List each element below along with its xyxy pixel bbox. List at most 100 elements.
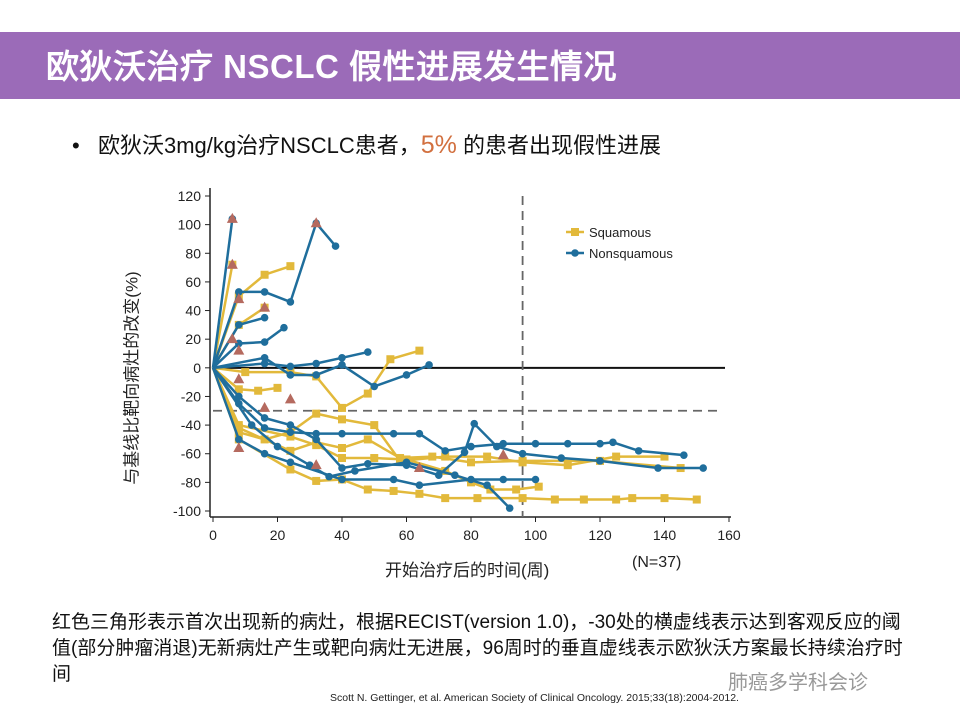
squamous-marker bbox=[312, 476, 321, 485]
y-tick-label: 60 bbox=[185, 274, 201, 290]
x-tick-label: 120 bbox=[588, 527, 612, 543]
squamous-line bbox=[212, 366, 278, 392]
y-tick-label: -40 bbox=[181, 417, 201, 433]
bullet-highlight: 5% bbox=[420, 131, 457, 159]
footnote: 红色三角形表示首次出现新的病灶，根据RECIST(version 1.0)，-3… bbox=[52, 612, 903, 685]
nonsquamous-marker bbox=[609, 438, 617, 447]
new-lesion-triangle bbox=[259, 401, 271, 412]
citation: Scott N. Gettinger, et al. American Soci… bbox=[330, 692, 739, 704]
squamous-marker bbox=[312, 409, 321, 418]
squamous-line bbox=[211, 367, 539, 491]
nonsquamous-line bbox=[212, 366, 704, 477]
new-lesion-triangle bbox=[284, 393, 296, 404]
squamous-marker bbox=[286, 465, 295, 474]
y-tick-label: 40 bbox=[185, 303, 201, 319]
y-axis-label: 与基线比靶向病灶的改变(%) bbox=[122, 271, 142, 485]
squamous-line bbox=[212, 349, 420, 410]
squamous-marker bbox=[312, 441, 321, 450]
nonsquamous-marker bbox=[370, 382, 379, 391]
nonsquamous-marker bbox=[415, 481, 424, 490]
nonsquamous-marker bbox=[312, 435, 321, 444]
squamous-marker bbox=[441, 494, 450, 503]
squamous-marker bbox=[692, 495, 701, 504]
new-lesion-triangle bbox=[226, 258, 238, 269]
nonsquamous-marker bbox=[260, 338, 269, 346]
x-tick-label: 140 bbox=[653, 527, 677, 543]
nonsquamous-marker bbox=[338, 361, 346, 369]
y-tick-label: 80 bbox=[185, 245, 201, 261]
nonsquamous-marker bbox=[247, 421, 256, 429]
nonsquamous-marker bbox=[235, 435, 243, 444]
x-axis-label: 开始治疗后的时间(周) bbox=[385, 561, 550, 580]
nonsquamous-marker bbox=[286, 298, 295, 306]
x-tick-label: 80 bbox=[463, 527, 479, 543]
nonsquamous-marker bbox=[402, 458, 411, 467]
squamous-marker bbox=[518, 494, 527, 503]
legend-circle-marker bbox=[571, 249, 579, 257]
nonsquamous-marker bbox=[338, 464, 346, 472]
squamous-marker bbox=[234, 428, 243, 437]
nonsquamous-marker bbox=[499, 439, 508, 448]
nonsquamous-marker bbox=[286, 362, 295, 371]
squamous-marker bbox=[473, 494, 482, 503]
squamous-marker bbox=[363, 485, 372, 494]
squamous-marker bbox=[370, 421, 379, 430]
watermark: 肺癌多学科会诊 bbox=[728, 672, 868, 694]
nonsquamous-marker bbox=[680, 451, 688, 459]
nonsquamous-marker bbox=[654, 464, 662, 472]
x-tick-label: 40 bbox=[334, 527, 350, 543]
nonsquamous-marker bbox=[305, 461, 314, 469]
y-tick-label: 20 bbox=[185, 331, 201, 347]
bullet-prefix: 欧狄沃3mg/kg治疗NSCLC患者， bbox=[98, 133, 421, 158]
nonsquamous-marker bbox=[286, 458, 295, 467]
nonsquamous-marker bbox=[389, 475, 398, 484]
y-tick-label: -100 bbox=[173, 503, 201, 519]
nonsquamous-marker bbox=[260, 449, 269, 458]
nonsquamous-marker bbox=[493, 442, 501, 451]
nonsquamous-marker bbox=[312, 429, 321, 438]
squamous-marker bbox=[467, 458, 475, 467]
squamous-marker bbox=[363, 389, 372, 398]
new-lesion-triangle bbox=[310, 217, 322, 228]
y-tick-label: 0 bbox=[193, 360, 201, 376]
new-lesion-triangle bbox=[259, 301, 271, 312]
nonsquamous-marker bbox=[531, 475, 540, 484]
squamous-marker bbox=[534, 482, 543, 491]
nonsquamous-marker bbox=[286, 428, 295, 437]
nonsquamous-marker bbox=[389, 429, 398, 438]
page-title: 欧狄沃治疗 NSCLC 假性进展发生情况 bbox=[46, 48, 617, 85]
nonsquamous-line bbox=[211, 220, 337, 369]
nonsquamous-marker bbox=[312, 371, 321, 379]
nonsquamous-marker bbox=[286, 371, 295, 379]
nonsquamous-marker bbox=[596, 439, 604, 448]
squamous-marker bbox=[483, 452, 492, 461]
nonsquamous-marker bbox=[531, 439, 540, 448]
nonsquamous-line bbox=[212, 350, 369, 370]
new-lesion-triangle bbox=[226, 333, 238, 344]
squamous-marker bbox=[260, 270, 269, 279]
nonsquamous-marker bbox=[470, 419, 479, 428]
squamous-marker bbox=[628, 494, 637, 503]
nonsquamous-marker bbox=[260, 353, 269, 362]
squamous-marker bbox=[234, 385, 243, 394]
squamous-marker bbox=[286, 262, 295, 271]
x-tick-label: 100 bbox=[524, 527, 548, 543]
nonsquamous-line bbox=[212, 356, 430, 388]
y-tick-label: 100 bbox=[178, 217, 202, 233]
squamous-marker bbox=[441, 452, 450, 461]
nonsquamous-line bbox=[211, 367, 536, 487]
squamous-marker bbox=[415, 489, 424, 498]
nonsquamous-marker bbox=[483, 481, 491, 490]
squamous-marker bbox=[286, 446, 295, 455]
squamous-marker bbox=[563, 461, 572, 470]
nonsquamous-marker bbox=[338, 353, 346, 362]
squamous-marker bbox=[550, 495, 559, 504]
nonsquamous-marker bbox=[235, 392, 243, 401]
new-lesion-triangle bbox=[233, 344, 245, 355]
nonsquamous-marker bbox=[415, 429, 424, 438]
nonsquamous-marker bbox=[286, 421, 295, 429]
squamous-marker bbox=[338, 415, 346, 424]
nonsquamous-marker bbox=[260, 313, 269, 322]
squamous-marker bbox=[512, 485, 521, 494]
